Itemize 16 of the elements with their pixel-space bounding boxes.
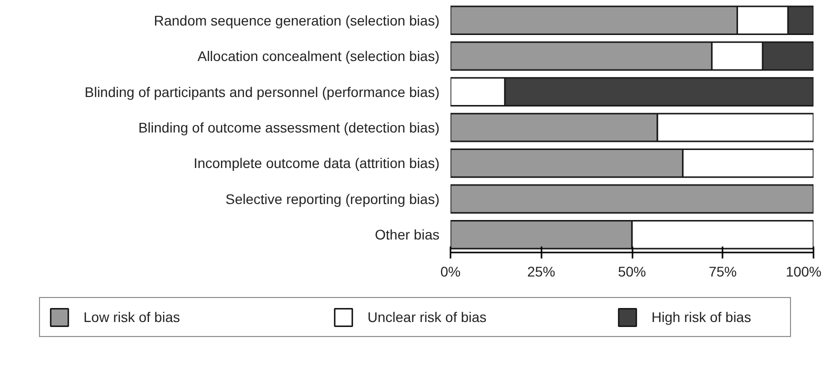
x-tick-label: 100% xyxy=(786,264,822,280)
x-tick-label: 75% xyxy=(708,264,737,280)
x-tick-label: 25% xyxy=(527,264,556,280)
x-tick-label: 50% xyxy=(618,264,646,280)
y-tick-label: Random sequence generation (selection bias) xyxy=(154,12,440,28)
x-tick-label: 0% xyxy=(440,264,461,280)
y-tick-label: Incomplete outcome data (attrition bias) xyxy=(194,155,440,172)
legend-label: Low risk of bias xyxy=(84,309,181,325)
y-tick-label: Blinding of participants and personnel (performance bias) xyxy=(84,84,440,100)
y-tick-label: Other bias xyxy=(374,226,440,243)
legend-label: High risk of bias xyxy=(652,309,752,325)
bar xyxy=(450,184,814,214)
legend-label: Unclear risk of bias xyxy=(368,309,488,325)
y-tick-label: Selective reporting (reporting bias) xyxy=(226,190,440,207)
y-tick-label: Blinding of outcome assessment (detection bias) xyxy=(138,120,440,136)
y-tick-label: Allocation concealment (selection bias) xyxy=(197,48,440,64)
